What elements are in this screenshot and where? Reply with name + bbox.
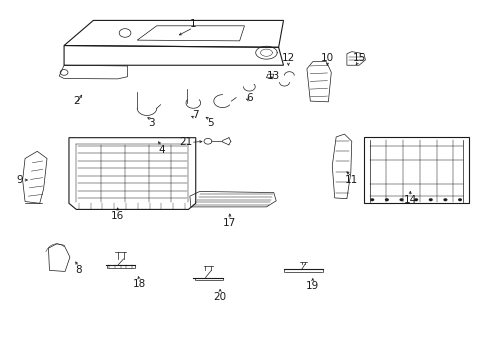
- Circle shape: [457, 198, 461, 201]
- Text: 1: 1: [190, 19, 196, 29]
- Circle shape: [384, 198, 388, 201]
- Circle shape: [443, 198, 447, 201]
- Text: 16: 16: [111, 211, 124, 221]
- Text: 9: 9: [16, 175, 22, 185]
- Text: 5: 5: [206, 118, 213, 128]
- Text: 13: 13: [266, 71, 280, 81]
- Circle shape: [413, 198, 417, 201]
- Text: 4: 4: [158, 144, 164, 154]
- Text: 10: 10: [320, 53, 333, 63]
- Circle shape: [369, 198, 373, 201]
- Circle shape: [399, 198, 403, 201]
- Text: 3: 3: [148, 118, 155, 128]
- Text: 12: 12: [281, 53, 294, 63]
- Text: 18: 18: [133, 279, 146, 289]
- Text: 14: 14: [403, 195, 416, 205]
- Text: 15: 15: [352, 53, 365, 63]
- Text: 6: 6: [245, 93, 252, 103]
- Text: 8: 8: [75, 265, 82, 275]
- Text: 17: 17: [223, 218, 236, 228]
- Text: 11: 11: [345, 175, 358, 185]
- Text: 20: 20: [213, 292, 226, 302]
- Text: 2: 2: [73, 96, 80, 106]
- Text: 19: 19: [305, 281, 319, 291]
- Circle shape: [428, 198, 432, 201]
- Text: 7: 7: [192, 111, 199, 121]
- Text: 21: 21: [179, 138, 192, 147]
